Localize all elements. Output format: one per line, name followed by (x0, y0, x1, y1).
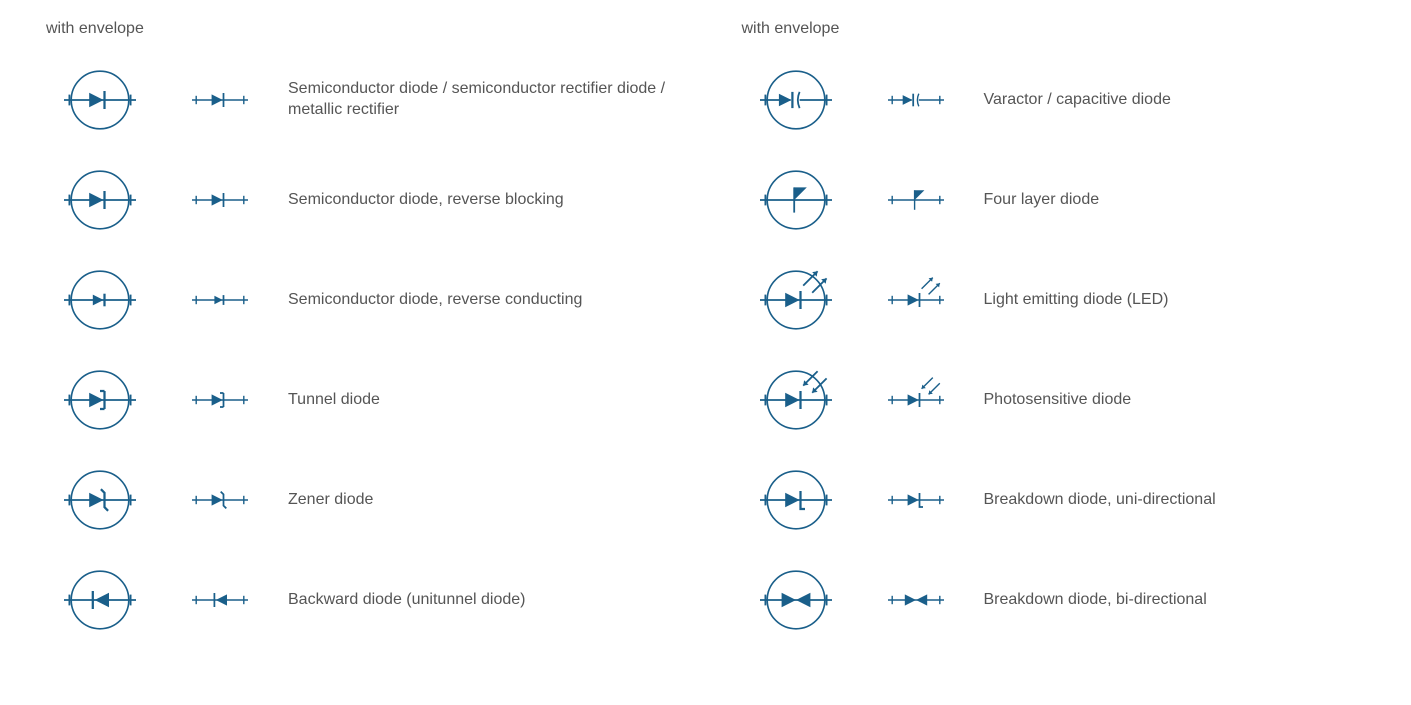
diode-symbol-legend: with envelope Semiconductor diode / semic… (40, 20, 1371, 650)
breakdown_uni-icon (856, 465, 976, 535)
reverse_blocking-icon (160, 165, 280, 235)
four_layer-envelope-icon (736, 155, 856, 245)
symbol-row-backward: Backward diode (unitunnel diode) (40, 550, 676, 650)
column-header: with envelope (742, 20, 1372, 38)
backward-label: Backward diode (unitunnel diode) (280, 590, 676, 611)
column-header: with envelope (46, 20, 676, 38)
symbol-row-reverse_blocking: Semiconductor diode, reverse blocking (40, 150, 676, 250)
symbol-row-tunnel: Tunnel diode (40, 350, 676, 450)
photo-envelope-icon (736, 355, 856, 445)
breakdown_uni-label: Breakdown diode, uni-directional (976, 490, 1372, 511)
symbol-row-breakdown_uni: Breakdown diode, uni-directional (736, 450, 1372, 550)
tunnel-envelope-icon (40, 355, 160, 445)
breakdown_bi-label: Breakdown diode, bi-directional (976, 590, 1372, 611)
zener-label: Zener diode (280, 490, 676, 511)
symbol-row-led: Light emitting diode (LED) (736, 250, 1372, 350)
four_layer-icon (856, 165, 976, 235)
tunnel-icon (160, 365, 280, 435)
breakdown_bi-icon (856, 565, 976, 635)
reverse_conducting-icon (160, 265, 280, 335)
reverse_conducting-label: Semiconductor diode, reverse conducting (280, 290, 676, 311)
column-0: with envelope Semiconductor diode / semic… (40, 20, 676, 650)
backward-envelope-icon (40, 555, 160, 645)
symbol-row-photo: Photosensitive diode (736, 350, 1372, 450)
column-1: with envelope Varactor / capacitive diode… (736, 20, 1372, 650)
photo-icon (856, 365, 976, 435)
led-envelope-icon (736, 255, 856, 345)
reverse_conducting-envelope-icon (40, 255, 160, 345)
varactor-label: Varactor / capacitive diode (976, 90, 1372, 111)
reverse_blocking-label: Semiconductor diode, reverse blocking (280, 190, 676, 211)
photo-label: Photosensitive diode (976, 390, 1372, 411)
symbol-row-breakdown_bi: Breakdown diode, bi-directional (736, 550, 1372, 650)
zener-envelope-icon (40, 455, 160, 545)
led-icon (856, 265, 976, 335)
reverse_blocking-envelope-icon (40, 155, 160, 245)
semiconductor-envelope-icon (40, 55, 160, 145)
semiconductor-label: Semiconductor diode / semiconductor rect… (280, 79, 676, 121)
symbol-row-varactor: Varactor / capacitive diode (736, 50, 1372, 150)
zener-icon (160, 465, 280, 535)
four_layer-label: Four layer diode (976, 190, 1372, 211)
tunnel-label: Tunnel diode (280, 390, 676, 411)
varactor-envelope-icon (736, 55, 856, 145)
backward-icon (160, 565, 280, 635)
breakdown_uni-envelope-icon (736, 455, 856, 545)
symbol-row-reverse_conducting: Semiconductor diode, reverse conducting (40, 250, 676, 350)
symbol-row-semiconductor: Semiconductor diode / semiconductor rect… (40, 50, 676, 150)
symbol-row-zener: Zener diode (40, 450, 676, 550)
semiconductor-icon (160, 65, 280, 135)
breakdown_bi-envelope-icon (736, 555, 856, 645)
symbol-row-four_layer: Four layer diode (736, 150, 1372, 250)
varactor-icon (856, 65, 976, 135)
led-label: Light emitting diode (LED) (976, 290, 1372, 311)
